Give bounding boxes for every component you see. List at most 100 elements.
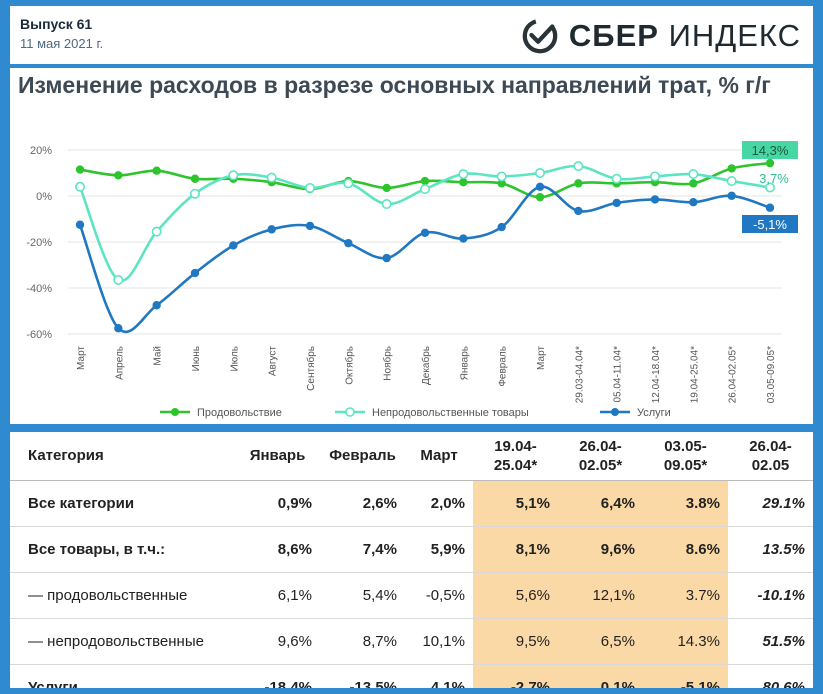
data-point (190, 268, 200, 278)
row-label: — непродовольственные (10, 618, 235, 665)
x-tick-label: Октябрь (343, 346, 355, 385)
data-table-panel: Категория Январь Февраль Март 19.04-25.0… (10, 432, 813, 688)
x-tick-label: Сентябрь (305, 346, 317, 391)
data-point (113, 274, 124, 285)
data-point (497, 222, 506, 232)
table-cell: 12,1% (558, 572, 643, 619)
table-cell: 8,1% (473, 526, 558, 573)
data-point (764, 182, 775, 193)
header-week-ref: 26.04-02.05 (728, 432, 813, 481)
x-tick-label: 12.04-18.04* (651, 346, 662, 403)
data-point (458, 169, 469, 180)
data-point (152, 166, 161, 175)
issue-number: Выпуск 61 (20, 16, 93, 32)
x-tick-label: 26.04-02.05* (728, 346, 739, 403)
table-cell: -10.1% (728, 572, 813, 619)
header-week-3: 03.05-09.05* (643, 432, 728, 481)
table-body: Все категории 0,9% 2,6% 2,0% 5,1% 6,4% 3.8% 29.… (10, 480, 813, 688)
x-tick-label: 19.04-25.04* (689, 346, 700, 403)
chart-title: Изменение расходов в разрезе основных на… (18, 72, 771, 98)
y-tick-label: 20% (30, 145, 52, 157)
table-cell: 6,1% (235, 572, 320, 619)
data-point (535, 182, 545, 191)
data-point (574, 206, 583, 216)
data-point (228, 170, 239, 181)
data-point (535, 192, 545, 202)
table-cell: 5,1% (473, 480, 558, 527)
data-point (75, 181, 86, 192)
table-cell: 8.6% (643, 526, 728, 573)
header: Выпуск 61 11 мая 2021 г. СБЕР ИНДЕКС (10, 6, 813, 64)
data-point (305, 221, 315, 231)
table-cell: 7,4% (320, 526, 405, 573)
data-point (381, 199, 392, 210)
data-point (152, 301, 161, 310)
x-tick-label: Февраль (498, 346, 509, 387)
data-point (75, 220, 85, 229)
data-point (151, 226, 162, 237)
series-line (78, 185, 771, 334)
table-cell: 5,9% (405, 526, 473, 573)
x-tick-label: 03.05-09.05* (766, 346, 777, 403)
table-cell: -18,4% (235, 664, 320, 688)
data-point (534, 168, 545, 179)
end-value-badge (742, 215, 798, 233)
logo-text: СБЕР ИНДЕКС (569, 18, 801, 54)
table-cell: 10,1% (405, 618, 473, 665)
header-january: Январь (235, 432, 320, 481)
table-cell: 2,6% (320, 480, 405, 527)
data-point (727, 164, 736, 173)
data-point (459, 234, 468, 243)
x-tick-label: Декабрь (420, 346, 432, 385)
data-point (420, 228, 430, 237)
x-tick-label: Март (76, 346, 87, 370)
table-cell: -5.1% (643, 664, 728, 688)
data-point (114, 324, 123, 333)
header-february: Февраль (320, 432, 405, 481)
sber-check-icon (522, 18, 558, 54)
table-cell: 8,6% (235, 526, 320, 573)
table-cell: 9,5% (473, 618, 558, 665)
data-point (497, 179, 506, 188)
row-label: Услуги (10, 664, 235, 688)
row-label: Все категории (10, 480, 235, 527)
y-tick-label: 0% (36, 191, 52, 203)
legend-swatch-marker (611, 408, 619, 416)
data-table: Категория Январь Февраль Март 19.04-25.0… (10, 432, 813, 688)
issue-date: 11 мая 2021 г. (20, 36, 104, 51)
y-tick-label: -20% (26, 237, 52, 249)
legend-swatch-marker (345, 407, 355, 417)
data-point (726, 176, 737, 187)
x-tick-label: Август (268, 346, 279, 377)
header-week-2: 26.04-02.05* (558, 432, 643, 481)
data-point (114, 171, 123, 180)
table-cell: 3.7% (643, 572, 728, 619)
x-tick-label: 05.04-11.04* (613, 346, 624, 403)
data-point (266, 172, 277, 183)
table-cell: 8,7% (320, 618, 405, 665)
data-point (727, 191, 736, 200)
row-label: Все товары, в т.ч.: (10, 526, 235, 573)
data-point (420, 176, 430, 186)
table-cell: 5,4% (320, 572, 405, 619)
data-point (688, 169, 699, 180)
data-point (649, 171, 660, 182)
data-point (304, 182, 315, 193)
line-chart: 20% 0% -20% -40% -60% Март Апрель Май Июнь Июль Ав… (26, 141, 798, 419)
table-cell: -0,5% (405, 572, 473, 619)
data-point (382, 183, 391, 193)
table-cell: 6,4% (558, 480, 643, 527)
table-row: — продовольственные 6,1% 5,4% -0,5% 5,6% 12,1… (10, 572, 813, 619)
table-row: Услуги -18,4% -13,5% 4,1% -2,7% 0,1% -5.1% 80.6… (10, 664, 813, 688)
data-point (573, 161, 584, 172)
data-point (75, 165, 85, 174)
data-point (611, 173, 622, 184)
data-point (343, 178, 354, 189)
table-cell: 4,1% (405, 664, 473, 688)
x-tick-label: Январь (459, 346, 470, 380)
data-point (765, 158, 775, 168)
header-week-1: 19.04-25.04* (473, 432, 558, 481)
end-value-label: 3,7% (759, 171, 789, 186)
logo-thin: ИНДЕКС (668, 18, 801, 53)
